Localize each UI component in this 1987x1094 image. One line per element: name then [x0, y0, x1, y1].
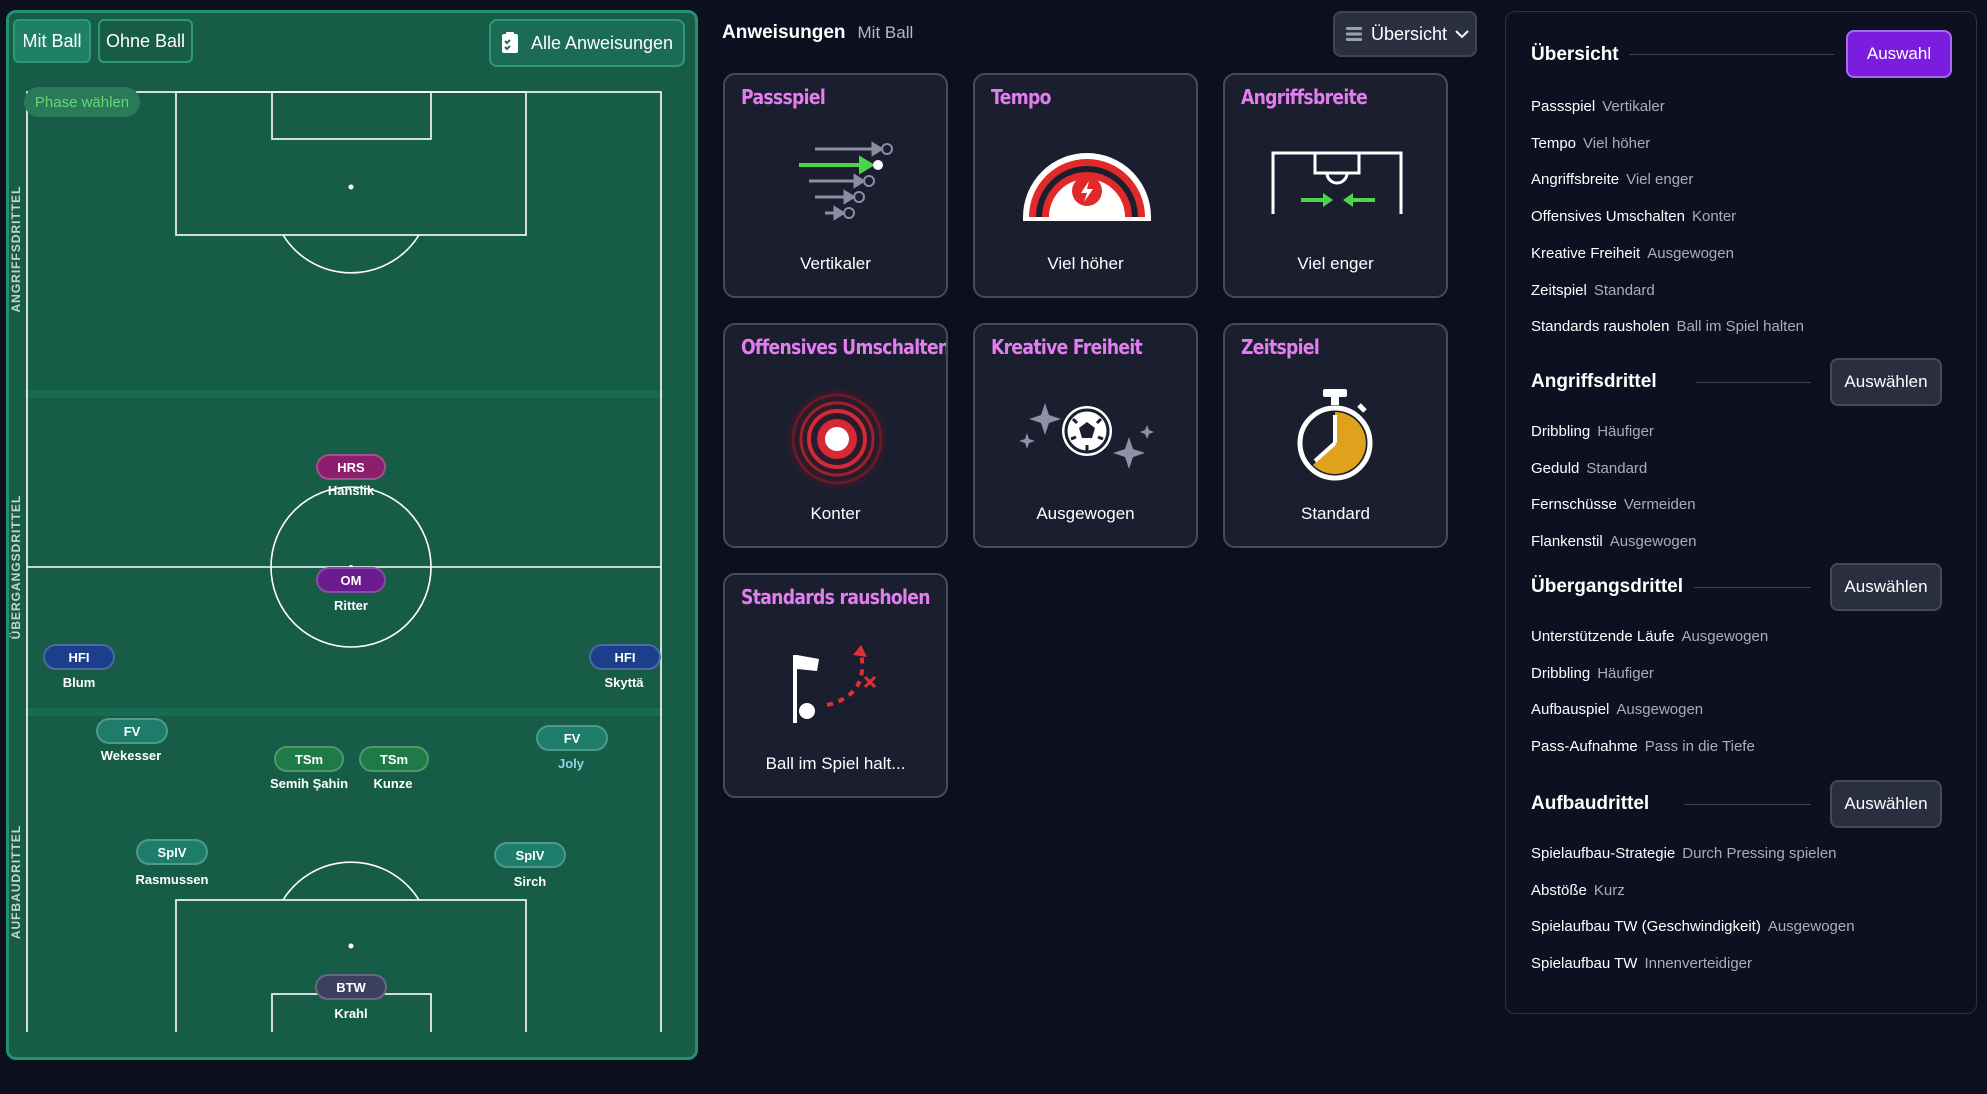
card-title: Offensives Umschalten	[741, 335, 948, 359]
attacking-third-select-button[interactable]: Auswählen	[1830, 358, 1942, 406]
clipboard-check-icon	[501, 32, 518, 53]
buildup-third-select-button[interactable]: Auswählen	[1830, 780, 1942, 828]
divider	[1684, 804, 1811, 805]
card-title: Tempo	[991, 85, 1051, 109]
with-ball-toggle[interactable]: Mit Ball	[13, 19, 91, 63]
section-item: Spielaufbau-Strategie Durch Pressing spie…	[1531, 845, 1837, 862]
card-creative-freedom[interactable]: Kreative Freiheit Ausgewogen	[973, 323, 1198, 548]
player-badge-spiv-right[interactable]: SpIV	[494, 842, 566, 868]
card-title: Passspiel	[741, 85, 826, 109]
all-instructions-button[interactable]: Alle Anweisungen	[489, 19, 685, 67]
overview-item: Angriffsbreite Viel enger	[1531, 171, 1694, 188]
card-value: Viel höher	[1047, 254, 1124, 273]
card-title: Zeitspiel	[1241, 335, 1320, 359]
goal-width-icon	[1271, 151, 1403, 214]
target-rings-icon	[787, 389, 887, 489]
without-ball-toggle[interactable]: Ohne Ball	[98, 19, 193, 63]
chevron-down-icon	[1455, 30, 1469, 39]
instructions-header: Anweisungen Mit Ball	[722, 22, 913, 44]
player-badge-hfi-right[interactable]: HFI	[589, 644, 661, 670]
player-name-sirch: Sirch	[513, 874, 547, 889]
overview-item: Passspiel Vertikaler	[1531, 98, 1665, 115]
card-tempo[interactable]: Tempo Viel höher	[973, 73, 1198, 298]
card-passing[interactable]: Passspiel Vertikaler	[723, 73, 948, 298]
overview-select-button[interactable]: Auswahl	[1846, 30, 1952, 78]
corner-flag-icon	[793, 645, 877, 723]
player-name-kunze: Kunze	[373, 776, 413, 791]
player-name-krahl: Krahl	[334, 1006, 368, 1021]
card-value: Ball im Spiel halt...	[765, 754, 906, 773]
page-subtitle: Mit Ball	[857, 23, 914, 42]
player-name-ritter: Ritter	[334, 598, 368, 613]
stopwatch-icon	[1297, 389, 1373, 481]
section-title-transition-third: Übergangsdrittel	[1531, 576, 1684, 597]
card-value: Vertikaler	[800, 254, 871, 273]
all-instructions-label: Alle Anweisungen	[530, 32, 674, 53]
section-item: Geduld Standard	[1531, 460, 1648, 477]
player-name-rasmussen: Rasmussen	[135, 872, 209, 887]
card-attacking-width[interactable]: Angriffsbreite Viel enger	[1223, 73, 1448, 298]
card-time-wasting[interactable]: Zeitspiel Standard	[1223, 323, 1448, 548]
card-title: Kreative Freiheit	[991, 335, 1143, 359]
transition-third-select-button[interactable]: Auswählen	[1830, 563, 1942, 611]
player-badge-tsm-left[interactable]: TSm	[274, 746, 344, 772]
card-set-pieces[interactable]: Standards rausholen Ball im Spiel halt..…	[723, 573, 948, 798]
player-badge-hrs[interactable]: HRS	[316, 454, 386, 480]
card-value: Ausgewogen	[1036, 504, 1135, 523]
divider	[1694, 587, 1811, 588]
player-badge-spiv-left[interactable]: SpIV	[136, 839, 208, 865]
overview-panel: Übersicht Auswahl Passspiel Vertikaler Te…	[1505, 11, 1977, 1014]
player-badge-fv-left[interactable]: FV	[96, 718, 168, 744]
section-item: Dribbling Häufiger	[1531, 665, 1654, 682]
third-label-buildup: AUFBAUDRITTEL	[9, 824, 23, 940]
section-title-buildup-third: Aufbaudrittel	[1531, 793, 1650, 814]
divider	[1629, 54, 1834, 55]
player-badge-fv-right[interactable]: FV	[536, 725, 608, 751]
overview-item: Tempo Viel höher	[1531, 135, 1651, 152]
player-badge-hfi-left[interactable]: HFI	[43, 644, 115, 670]
tempo-gauge-icon	[1023, 153, 1151, 221]
overview-item: Zeitspiel Standard	[1531, 282, 1655, 299]
card-value: Standard	[1301, 504, 1370, 523]
overview-item: Kreative Freiheit Ausgewogen	[1531, 245, 1734, 262]
card-value: Konter	[810, 504, 861, 523]
passing-arrows-icon	[799, 141, 893, 221]
section-item: Dribbling Häufiger	[1531, 423, 1654, 440]
overview-title: Übersicht	[1531, 44, 1619, 65]
player-name-hanslik: Hanslik	[327, 483, 375, 498]
section-item: Aufbauspiel Ausgewogen	[1531, 701, 1704, 718]
section-item: Fernschüsse Vermeiden	[1531, 496, 1696, 513]
view-select-dropdown[interactable]: Übersicht	[1333, 11, 1477, 57]
player-badge-btw[interactable]: BTW	[315, 974, 387, 1000]
player-badge-tsm-right[interactable]: TSm	[359, 746, 429, 772]
section-item: Spielaufbau TW Innenverteidiger	[1531, 955, 1753, 972]
card-title: Standards rausholen	[741, 585, 930, 609]
player-name-semih-sahin: Semih Şahin	[269, 776, 349, 791]
player-name-joly: Joly	[557, 756, 584, 771]
section-item: Flankenstil Ausgewogen	[1531, 533, 1697, 550]
section-title-attacking-third: Angriffsdrittel	[1531, 371, 1657, 392]
pitch-field	[17, 80, 671, 1032]
section-item: Unterstützende Läufe Ausgewogen	[1531, 628, 1769, 645]
card-offensive-transition[interactable]: Offensives Umschalten Konter	[723, 323, 948, 548]
page-title: Anweisungen	[722, 22, 846, 43]
card-value: Viel enger	[1297, 254, 1374, 273]
phase-select-button[interactable]: Phase wählen	[24, 87, 140, 117]
view-select-label: Übersicht	[1371, 23, 1448, 44]
section-item: Spielaufbau TW (Geschwindigkeit) Ausgewog…	[1531, 918, 1855, 935]
player-name-wekesser: Wekesser	[100, 748, 162, 763]
player-name-blum: Blum	[62, 675, 96, 690]
third-label-transition: ÜBERGANGSDRITTEL	[9, 494, 23, 640]
overview-item: Standards rausholen Ball im Spiel halten	[1531, 318, 1805, 335]
divider	[1696, 382, 1811, 383]
section-item: Abstöße Kurz	[1531, 882, 1625, 899]
sparkle-ball-icon	[1019, 403, 1154, 469]
overview-item: Offensives Umschalten Konter	[1531, 208, 1737, 225]
third-label-attack: ANGRIFFSDRITTEL	[9, 185, 23, 313]
section-item: Pass-Aufnahme Pass in die Tiefe	[1531, 738, 1755, 755]
card-title: Angriffsbreite	[1241, 85, 1368, 109]
list-icon	[1346, 27, 1362, 41]
player-badge-om[interactable]: OM	[316, 567, 386, 593]
player-name-skytta: Skyttä	[604, 675, 644, 690]
